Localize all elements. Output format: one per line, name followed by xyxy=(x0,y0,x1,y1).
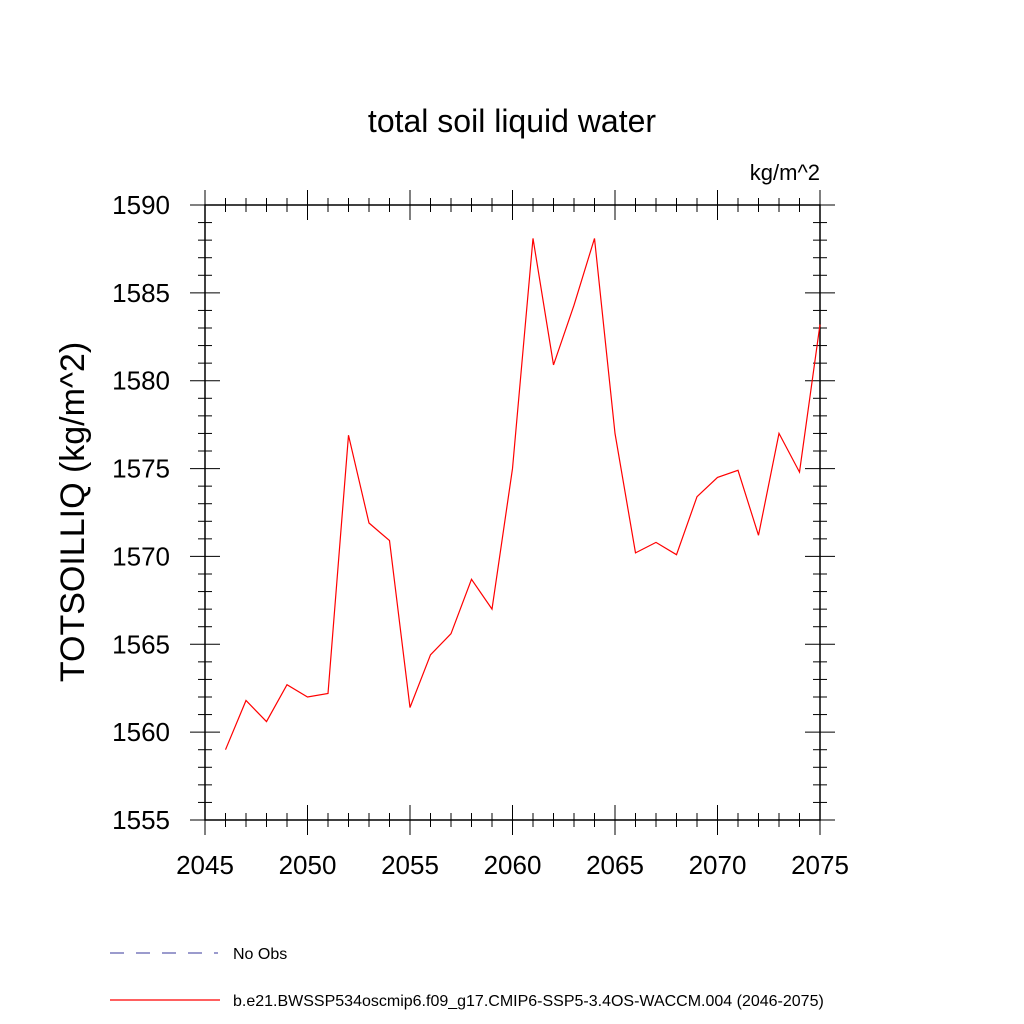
x-tick-label-2065: 2065 xyxy=(586,850,644,880)
x-tick-label-2045: 2045 xyxy=(176,850,234,880)
legend-label-no-obs: No Obs xyxy=(233,946,287,963)
x-tick-label-2055: 2055 xyxy=(381,850,439,880)
x-tick-label-2050: 2050 xyxy=(279,850,337,880)
y-tick-label-1555: 1555 xyxy=(112,805,170,835)
y-tick-label-1585: 1585 xyxy=(112,278,170,308)
legend: No Obs b.e21.BWSSP534oscmip6.f09_g17.CMI… xyxy=(110,946,824,1010)
y-tick-label-1560: 1560 xyxy=(112,717,170,747)
y-tick-label-1570: 1570 xyxy=(112,541,170,571)
data-points xyxy=(225,238,821,750)
x-tick-label-2075: 2075 xyxy=(791,850,849,880)
axis-ticks xyxy=(190,190,835,835)
x-tick-label-2070: 2070 xyxy=(689,850,747,880)
legend-label-model: b.e21.BWSSP534oscmip6.f09_g17.CMIP6-SSP5… xyxy=(233,993,824,1010)
y-axis-label: TOTSOILLIQ (kg/m^2) xyxy=(54,342,92,682)
units-label: kg/m^2 xyxy=(750,160,820,185)
y-tick-label-1580: 1580 xyxy=(112,366,170,396)
chart-title: total soil liquid water xyxy=(368,103,656,139)
plot-frame xyxy=(204,204,821,821)
y-tick-label-1565: 1565 xyxy=(112,629,170,659)
y-tick-label-1590: 1590 xyxy=(112,190,170,220)
y-tick-label-1575: 1575 xyxy=(112,454,170,484)
data-series-line xyxy=(224,238,821,750)
x-tick-label-2060: 2060 xyxy=(484,850,542,880)
axis-tick-labels: 2045 2050 2055 2060 2065 2070 2075 1555 1560 1565… xyxy=(112,190,849,880)
